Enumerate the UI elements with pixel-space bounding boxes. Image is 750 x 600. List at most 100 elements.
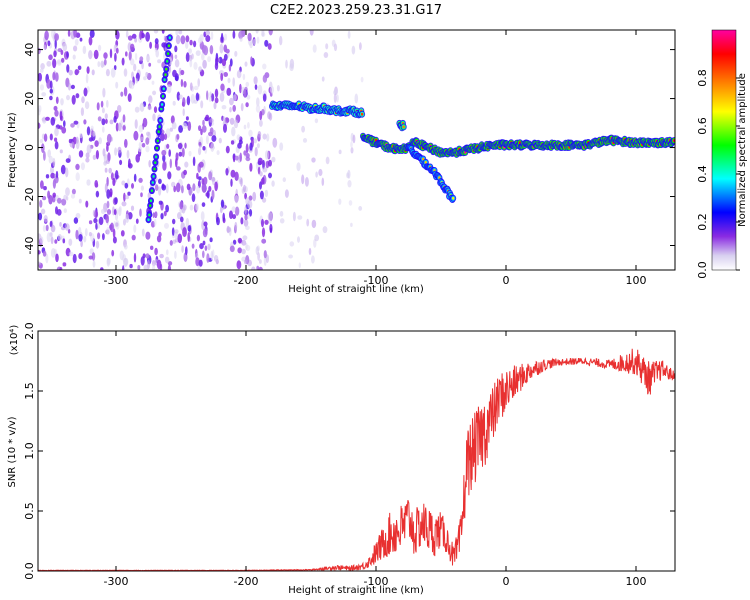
spectrogram-point <box>150 189 154 193</box>
spectrogram-point <box>70 193 76 199</box>
spectrogram-point <box>234 155 239 161</box>
spectrogram-point <box>182 204 187 211</box>
spectrogram-point <box>38 212 43 221</box>
snr-x-ticks: -300 -200 -100 0 100 <box>104 331 647 588</box>
spectrogram-point <box>125 213 130 223</box>
spectrogram-point <box>114 147 118 156</box>
spectrogram-point <box>82 45 87 55</box>
spectrogram-point <box>139 30 143 40</box>
spectrogram-point <box>198 125 202 131</box>
spectrogram-point <box>160 103 164 106</box>
spectrogram-point <box>333 89 338 96</box>
spectrogram-point <box>242 73 246 81</box>
spectrogram-point <box>171 227 175 236</box>
spectrogram-point <box>162 154 166 162</box>
spectrogram-point <box>262 159 265 170</box>
spectrogram-point <box>152 212 155 219</box>
spectrogram-point <box>98 44 102 52</box>
spectrogram-point <box>54 137 58 142</box>
spectrogram-point <box>185 52 190 63</box>
snr-x-tick-label: -200 <box>234 575 259 588</box>
spectrogram-point <box>160 129 165 135</box>
spectrogram-point <box>312 44 317 53</box>
spectrogram-point <box>86 179 91 186</box>
spectrogram-point <box>222 116 226 124</box>
spectrogram-point <box>201 178 205 185</box>
spectrogram-point <box>121 57 125 66</box>
spectrogram-point <box>199 243 204 250</box>
spectrogram-point <box>78 252 83 260</box>
spectrogram-point <box>72 253 77 264</box>
spectrogram-point <box>43 215 48 223</box>
spectrogram-point <box>167 44 171 48</box>
spectrogram-point <box>95 190 100 198</box>
snr-y-label: SNR (10 * v/v) <box>7 416 18 487</box>
spectrogram-point <box>84 228 88 237</box>
spectrogram-point <box>161 94 165 98</box>
spectrogram-point <box>63 120 66 128</box>
spectrogram-point <box>264 189 269 198</box>
spectrogram-point <box>182 97 186 108</box>
spectrogram-point <box>88 232 92 237</box>
spectrogram-point <box>198 147 202 156</box>
spectrogram-point <box>203 176 208 185</box>
spectrogram-point <box>202 119 205 127</box>
spectrogram-point <box>119 159 123 166</box>
spectrogram-point <box>229 106 232 113</box>
spectrogram-y-tick-label: 40 <box>23 43 36 57</box>
spectrogram-point <box>135 218 139 224</box>
spectrogram-point <box>49 133 53 141</box>
spectrogram-point <box>80 162 85 171</box>
spectrogram-point <box>289 241 295 247</box>
spectrogram-point <box>78 234 83 242</box>
spectrogram-point <box>301 125 305 133</box>
spectrogram-point <box>163 78 166 82</box>
spectrogram-point <box>220 32 224 43</box>
spectrogram-point <box>57 60 62 66</box>
spectrogram-point <box>38 122 41 129</box>
spectrogram-point <box>205 135 209 145</box>
spectrogram-point <box>134 119 138 129</box>
spectrogram-point <box>45 116 50 121</box>
spectrogram-point <box>162 161 167 171</box>
spectrogram-point <box>210 142 215 152</box>
spectrogram-point <box>52 58 57 69</box>
spectrogram-point <box>137 146 143 153</box>
spectrogram-point <box>180 79 184 87</box>
spectrogram-point <box>109 48 113 59</box>
spectrogram-point <box>40 63 45 70</box>
spectrogram-point <box>45 174 50 179</box>
spectrogram-point <box>156 259 162 270</box>
spectrogram-point <box>205 114 210 122</box>
spectrogram-point <box>164 73 167 77</box>
spectrogram-point <box>185 116 189 121</box>
spectrogram-point <box>314 234 320 242</box>
spectrogram-point <box>191 193 196 203</box>
spectrogram-point <box>176 166 181 171</box>
spectrogram-point <box>52 71 56 81</box>
spectrogram-point <box>189 58 193 68</box>
spectrogram-point <box>285 59 288 69</box>
spectrogram-point <box>112 228 116 238</box>
spectrogram-point <box>49 88 53 94</box>
spectrogram-point <box>60 98 64 106</box>
spectrogram-point <box>348 200 353 206</box>
spectrogram-point <box>314 118 319 124</box>
spectrogram-point <box>347 169 351 179</box>
spectrogram-point <box>247 200 253 209</box>
colorbar-ticks: 0.0 0.2 0.4 0.6 0.8 <box>696 69 740 279</box>
spectrogram-point <box>68 138 72 144</box>
spectrogram-point <box>115 47 119 54</box>
spectrogram-point <box>178 30 183 35</box>
spectrogram-point <box>269 85 275 94</box>
spectrogram-point <box>271 156 276 163</box>
spectrogram-point <box>113 209 117 216</box>
spectrogram-point <box>350 141 353 149</box>
spectrogram-point <box>155 49 159 58</box>
spectrogram-point <box>92 131 96 137</box>
spectrogram-point <box>89 30 95 38</box>
spectrogram-point <box>252 191 257 202</box>
spectrogram-point <box>252 38 256 46</box>
colorbar: 0.0 0.2 0.4 0.6 0.8 Normalized spectral ampl… <box>696 29 748 279</box>
spectrogram-point <box>152 175 155 178</box>
